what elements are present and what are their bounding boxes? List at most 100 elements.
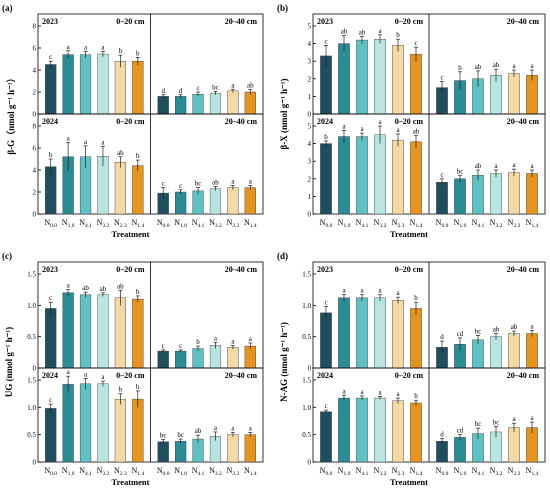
y-tick-label: 1.0 bbox=[302, 404, 311, 412]
y-tick-label: 3 bbox=[308, 158, 312, 166]
x-tick-label: N1.4 bbox=[131, 466, 144, 477]
bar bbox=[320, 143, 332, 215]
significance-letter: d bbox=[179, 87, 183, 95]
panel-1: (b) β-X (nmol g⁻¹ h⁻¹) 0 1 2 3 4 5 2023 0–20 cm c a… bbox=[277, 3, 546, 239]
year-label: 2024 bbox=[42, 117, 58, 126]
significance-letter: bc bbox=[475, 420, 482, 428]
depth-label: 0–20 cm bbox=[395, 371, 424, 380]
x-tick-main: N bbox=[410, 218, 416, 227]
significance-letter: bc bbox=[457, 167, 464, 175]
x-tick-main: N bbox=[490, 466, 496, 475]
significance-letter: a bbox=[231, 177, 235, 185]
significance-letter: c bbox=[324, 37, 327, 45]
x-axis-title: Treatment bbox=[390, 477, 428, 487]
significance-letter: a bbox=[342, 287, 346, 295]
x-tick-label: N0.0 bbox=[157, 466, 170, 477]
depth-label: 0–20 cm bbox=[116, 117, 145, 126]
x-tick-label: N2.3 bbox=[508, 466, 521, 477]
x-tick-subscript: 4.1 bbox=[197, 223, 204, 229]
significance-letter: d bbox=[440, 430, 444, 438]
bar bbox=[490, 173, 502, 215]
x-tick-subscript: 4.1 bbox=[85, 223, 92, 229]
bar bbox=[392, 300, 404, 369]
x-axis-title: Treatment bbox=[112, 477, 150, 487]
x-tick-main: N bbox=[320, 466, 326, 475]
y-tick-label: 1 bbox=[308, 93, 312, 101]
significance-letter: c bbox=[162, 180, 165, 188]
x-tick-subscript: 1.0 bbox=[180, 471, 187, 477]
panel-label: (b) bbox=[277, 3, 288, 13]
panel-3: (d) N-AG (nmol g⁻¹ h⁻¹) 0 0.5 1.0 1.5 2023 0–20… bbox=[277, 251, 546, 487]
significance-letter: a bbox=[84, 138, 88, 146]
x-tick-subscript: 1.4 bbox=[137, 471, 144, 477]
significance-letter: a bbox=[396, 289, 400, 297]
x-tick-label: N1.0 bbox=[62, 466, 75, 477]
x-tick-label: N2.3 bbox=[392, 466, 405, 477]
significance-letter: ab bbox=[100, 285, 107, 293]
depth-label: 0–20 cm bbox=[395, 117, 424, 126]
bar bbox=[244, 187, 256, 215]
year-label: 2023 bbox=[317, 265, 333, 274]
significance-letter: a bbox=[530, 414, 534, 422]
x-tick-subscript: 2.3 bbox=[232, 471, 239, 477]
y-tick-label: 1.5 bbox=[27, 377, 36, 385]
year-label: 2024 bbox=[317, 371, 333, 380]
bar bbox=[356, 397, 368, 463]
y-tick-label: 0 bbox=[308, 459, 312, 467]
significance-letter: a bbox=[101, 138, 105, 146]
significance-letter: ab bbox=[341, 28, 348, 36]
y-tick-label: 0 bbox=[33, 111, 37, 119]
x-tick-subscript: 3.2 bbox=[215, 471, 222, 477]
x-tick-label: N4.1 bbox=[192, 218, 205, 229]
x-tick-main: N bbox=[227, 466, 233, 475]
significance-letter: b bbox=[324, 133, 328, 141]
significance-letter: c bbox=[49, 396, 52, 404]
panel-2: (c) UG (nmol g⁻¹ h⁻¹) 0 0.5 1.0 1.5 2023 0–20 c… bbox=[2, 251, 264, 487]
significance-letter: c bbox=[179, 182, 182, 190]
y-tick-label: 6 bbox=[33, 145, 37, 153]
bar bbox=[175, 96, 187, 115]
x-tick-label: N1.0 bbox=[454, 218, 467, 229]
x-tick-label: N1.0 bbox=[174, 218, 187, 229]
significance-letter: b bbox=[396, 31, 400, 39]
significance-letter: a bbox=[512, 415, 516, 423]
depth-label: 20–40 cm bbox=[507, 17, 540, 26]
significance-letter: a bbox=[101, 43, 105, 51]
x-tick-label: N1.0 bbox=[454, 466, 467, 477]
x-tick-label: N3.2 bbox=[209, 218, 222, 229]
y-tick-label: 0 bbox=[308, 365, 312, 373]
y-tick-label: 3 bbox=[308, 58, 312, 66]
bar bbox=[192, 348, 204, 369]
bar bbox=[114, 162, 126, 215]
y-tick-label: 5 bbox=[308, 123, 312, 131]
x-tick-subscript: 2.3 bbox=[513, 471, 520, 477]
x-tick-subscript: 1.0 bbox=[343, 223, 350, 229]
significance-letter: ab bbox=[475, 162, 482, 170]
x-tick-subscript: 3.2 bbox=[215, 223, 222, 229]
x-tick-main: N bbox=[192, 218, 198, 227]
bar bbox=[244, 345, 256, 369]
significance-letter: bc bbox=[160, 432, 167, 440]
x-tick-subscript: 2.3 bbox=[513, 223, 520, 229]
x-tick-label: N1.4 bbox=[526, 466, 539, 477]
significance-letter: b bbox=[196, 338, 200, 346]
bar bbox=[356, 136, 368, 215]
bar bbox=[338, 397, 350, 463]
x-tick-label: N2.3 bbox=[227, 466, 240, 477]
x-tick-subscript: 2.3 bbox=[397, 223, 404, 229]
bar bbox=[374, 134, 386, 215]
significance-letter: a bbox=[231, 81, 235, 89]
significance-letter: b bbox=[119, 47, 123, 55]
x-tick-main: N bbox=[227, 218, 233, 227]
y-tick-label: 0 bbox=[33, 211, 37, 219]
y-axis-label: UG (nmol g⁻¹ h⁻¹) bbox=[4, 327, 14, 397]
bar bbox=[244, 91, 256, 115]
significance-letter: d bbox=[161, 87, 165, 95]
significance-letter: ab bbox=[195, 427, 202, 435]
x-tick-label: N3.2 bbox=[374, 218, 387, 229]
bar bbox=[410, 141, 422, 215]
x-tick-main: N bbox=[209, 466, 215, 475]
bar bbox=[97, 294, 109, 369]
x-tick-label: N0.0 bbox=[320, 218, 333, 229]
y-tick-label: 0.5 bbox=[302, 333, 311, 341]
